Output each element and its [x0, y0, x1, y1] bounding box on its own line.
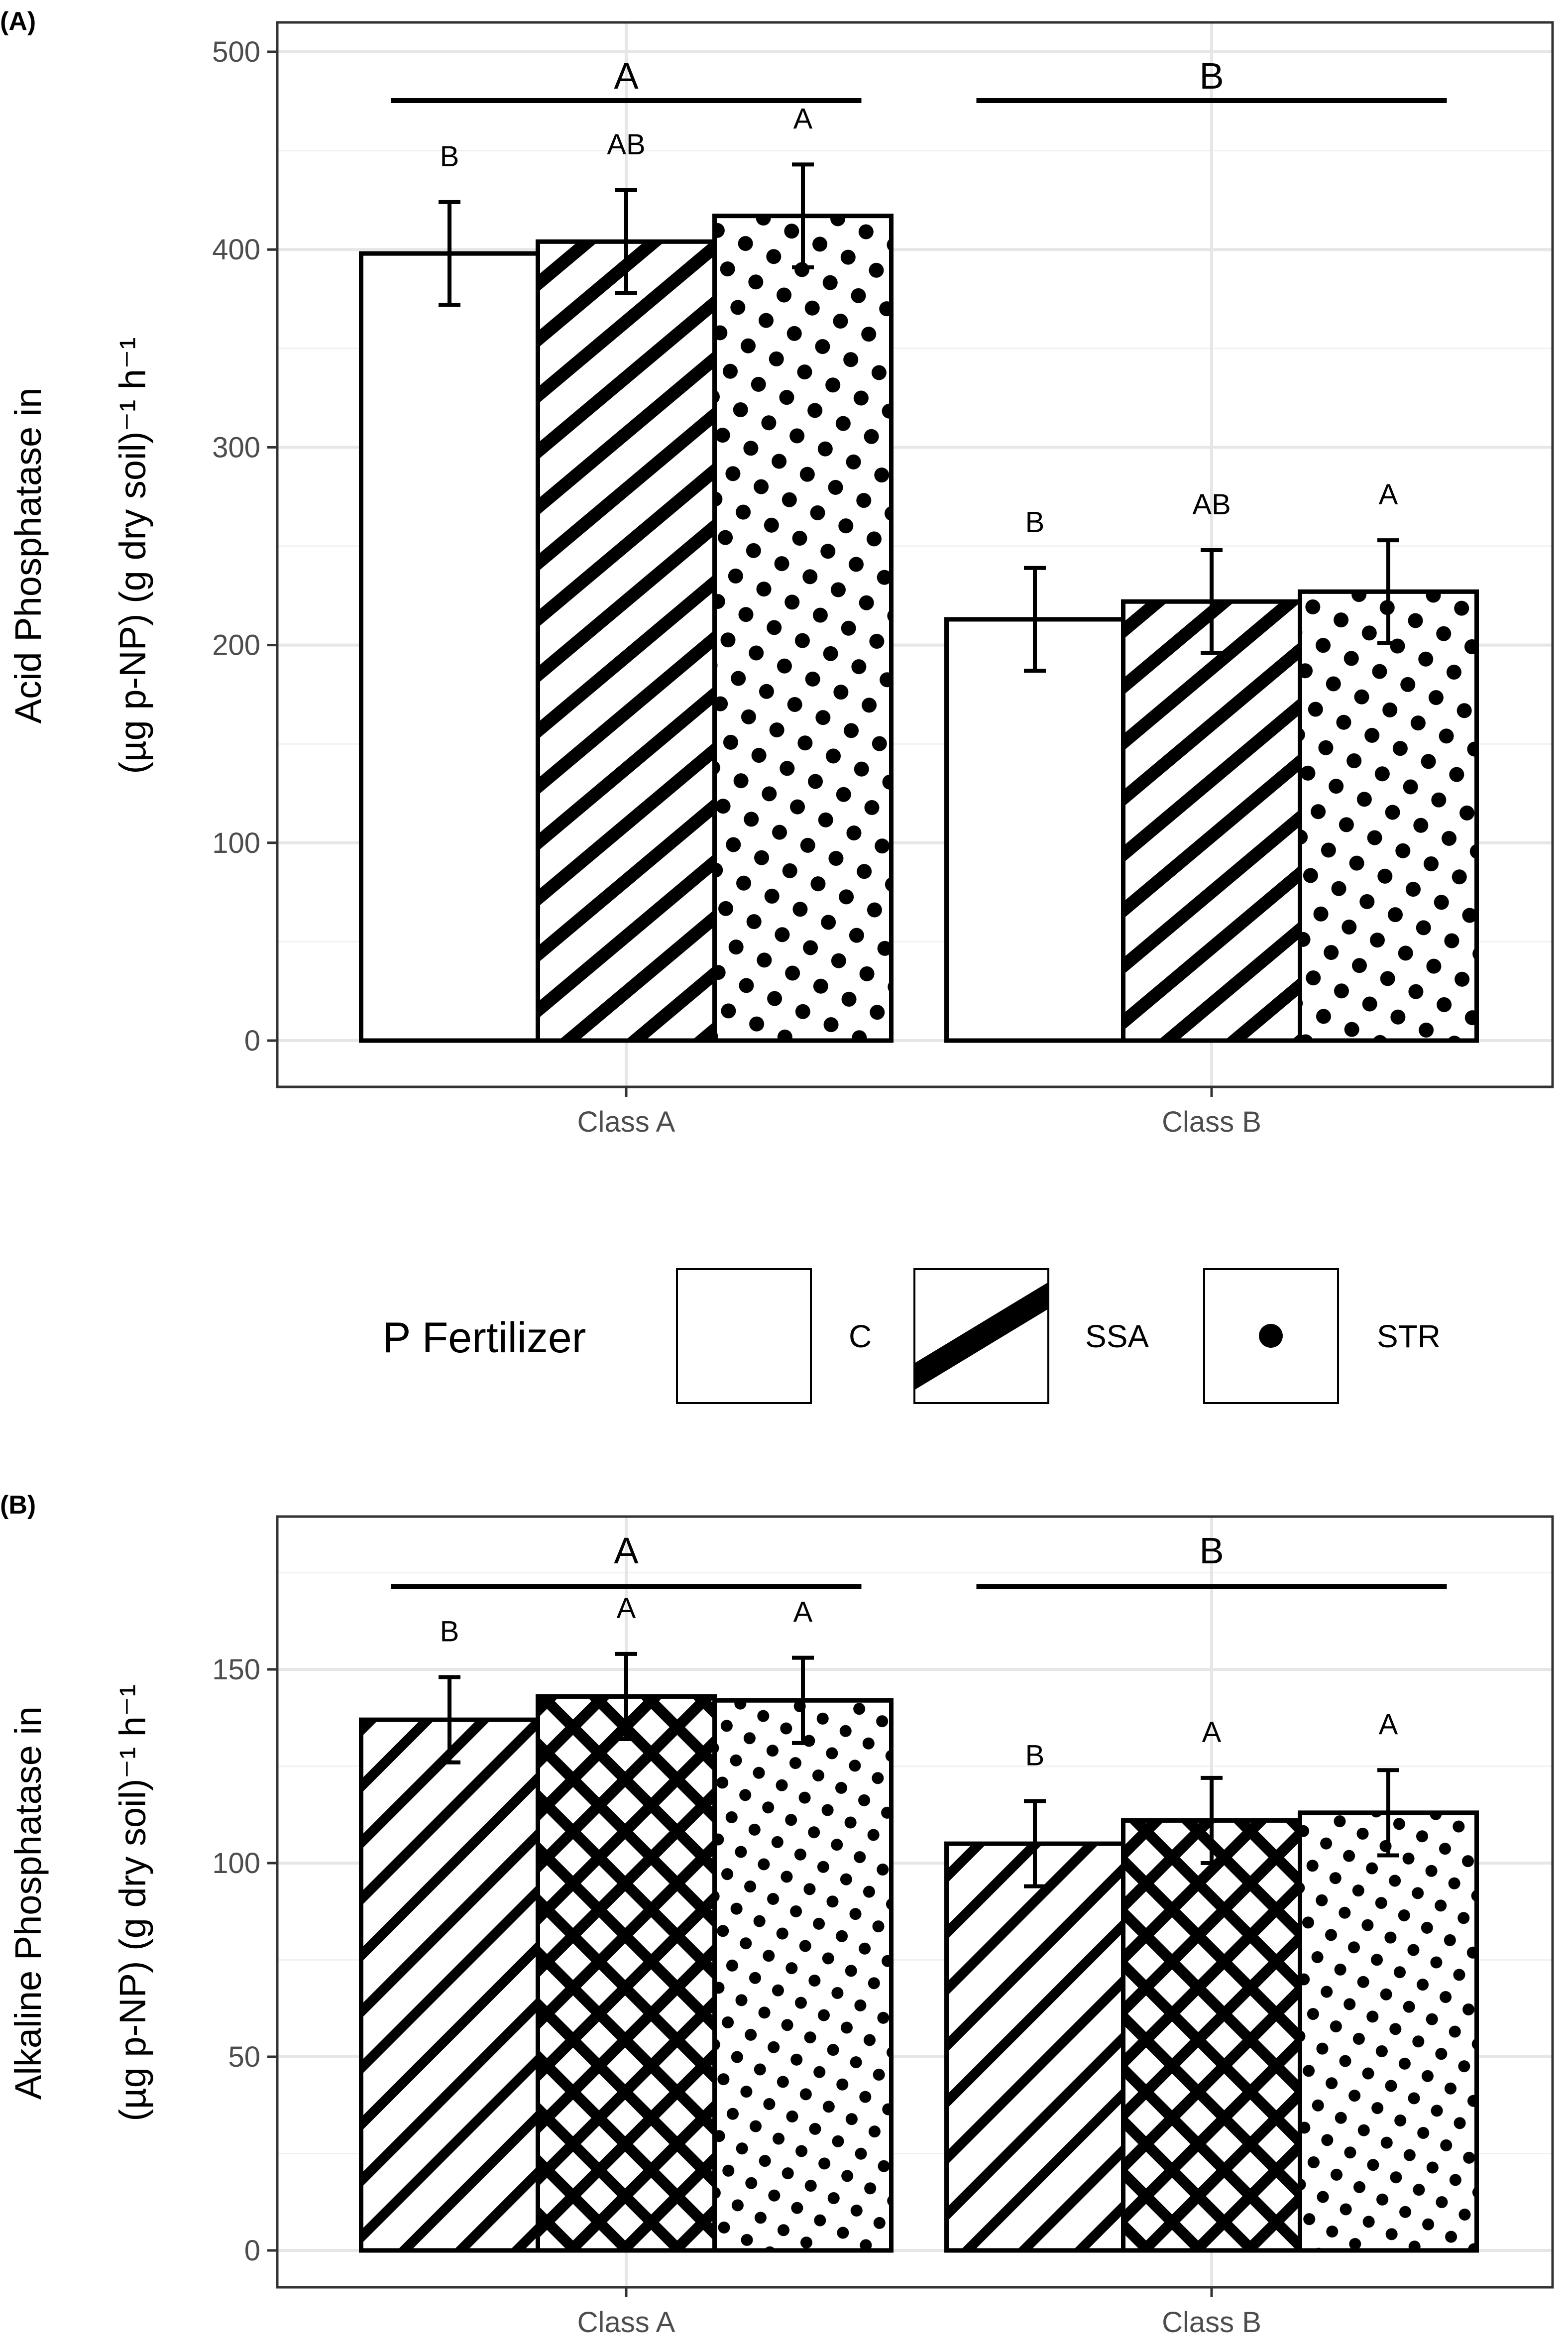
y-axis-ticks: 0 100 200 300 400 500	[212, 36, 277, 1057]
legend-label-str: STR	[1377, 1318, 1441, 1354]
legend: P Fertilizer C SSA STR	[382, 1268, 1441, 1404]
bar	[712, 214, 894, 1043]
significance-letter: AB	[1192, 488, 1231, 521]
bar	[1121, 1818, 1302, 2253]
significance-letter: B	[1025, 506, 1045, 539]
group-letter: A	[614, 55, 639, 97]
plot-border	[276, 1515, 1554, 2289]
legend-title: P Fertilizer	[382, 1314, 586, 1362]
bar	[712, 1698, 894, 2253]
bars	[359, 214, 1479, 1043]
plot-border	[276, 21, 1554, 1088]
x-tick-label: Class A	[577, 2306, 675, 2339]
significance-letter: A	[1379, 1708, 1398, 1741]
significance-letter: B	[440, 1616, 459, 1648]
y-axis-title: Acid Phosphatase in	[7, 388, 49, 724]
x-axis-ticks: Class A Class B	[577, 1087, 1261, 1138]
bar	[359, 1717, 540, 2253]
legend-key-c	[676, 1268, 812, 1404]
y-axis-title: Alkaline Phosphatase in	[7, 1706, 49, 2100]
y-tick-label: 300	[212, 431, 260, 464]
bars	[359, 1694, 1479, 2253]
legend-key-ssa	[913, 1268, 1049, 1404]
bar	[1298, 589, 1479, 1043]
y-tick-label: 400	[212, 234, 260, 266]
bar	[1298, 1810, 1479, 2253]
legend-label-ssa: SSA	[1085, 1318, 1149, 1354]
y-tick-label: 100	[212, 1847, 260, 1880]
significance-letter: A	[793, 1596, 813, 1629]
y-tick-label: 150	[212, 1653, 260, 1686]
significance-letter: A	[793, 103, 813, 135]
group-letter: B	[1199, 1530, 1224, 1571]
error-bars	[439, 1651, 1399, 1888]
y-tick-label: 200	[212, 629, 260, 662]
bar	[359, 251, 540, 1043]
significance-letter: A	[617, 1592, 636, 1625]
bar	[1121, 599, 1302, 1043]
significance-letter: A	[1379, 478, 1398, 511]
significance-letter: A	[1202, 1716, 1222, 1749]
bar	[944, 617, 1125, 1043]
bar	[536, 1694, 717, 2253]
y-axis-ticks: 0 50 100 150	[212, 1653, 277, 2267]
significance-letter: B	[440, 140, 459, 173]
panel-b-label: (B)	[0, 1491, 36, 1520]
y-tick-label: 500	[212, 36, 260, 68]
x-tick-label: Class B	[1162, 1106, 1261, 1138]
y-tick-label: 0	[244, 2234, 260, 2267]
x-axis-ticks: Class A Class B	[577, 2287, 1261, 2339]
y-axis-title-units: (µg p-NP) (g dry soil)⁻¹ h⁻¹	[112, 337, 153, 774]
error-bars	[439, 162, 1399, 673]
significance-letter: B	[1025, 1740, 1045, 1772]
y-axis-title-units: (µg p-NP) (g dry soil)⁻¹ h⁻¹	[112, 1684, 153, 2121]
group-letter: A	[614, 1530, 639, 1571]
y-tick-label: 100	[212, 827, 260, 859]
dot-icon	[1259, 1324, 1283, 1348]
legend-key-str	[1203, 1268, 1339, 1404]
y-tick-label: 0	[244, 1025, 260, 1057]
panel-a-label: (A)	[0, 7, 36, 36]
bar	[944, 1841, 1125, 2253]
x-tick-label: Class B	[1162, 2306, 1261, 2339]
bar	[536, 239, 717, 1043]
legend-label-c: C	[849, 1318, 872, 1354]
y-tick-label: 50	[228, 2041, 260, 2073]
significance-letter: AB	[607, 128, 645, 161]
x-tick-label: Class A	[577, 1106, 675, 1138]
group-letter: B	[1199, 55, 1224, 97]
